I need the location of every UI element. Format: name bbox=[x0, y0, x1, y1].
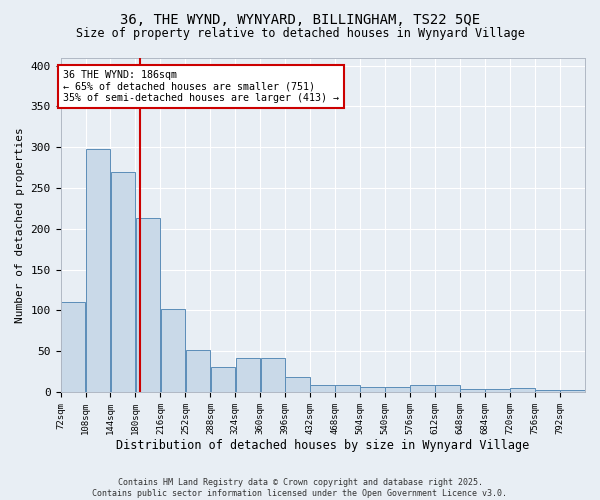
Bar bbox=[535, 390, 560, 392]
Bar bbox=[510, 388, 535, 392]
Bar bbox=[110, 172, 135, 392]
Bar bbox=[361, 387, 385, 392]
Text: Size of property relative to detached houses in Wynyard Village: Size of property relative to detached ho… bbox=[76, 28, 524, 40]
Bar bbox=[335, 386, 360, 392]
Bar bbox=[136, 218, 160, 392]
Bar bbox=[286, 378, 310, 392]
Bar bbox=[310, 386, 335, 392]
Text: 36 THE WYND: 186sqm
← 65% of detached houses are smaller (751)
35% of semi-detac: 36 THE WYND: 186sqm ← 65% of detached ho… bbox=[62, 70, 338, 103]
Bar bbox=[61, 302, 85, 392]
Text: 36, THE WYND, WYNYARD, BILLINGHAM, TS22 5QE: 36, THE WYND, WYNYARD, BILLINGHAM, TS22 … bbox=[120, 12, 480, 26]
Bar bbox=[436, 386, 460, 392]
Bar bbox=[385, 387, 410, 392]
Bar bbox=[560, 390, 585, 392]
X-axis label: Distribution of detached houses by size in Wynyard Village: Distribution of detached houses by size … bbox=[116, 440, 529, 452]
Bar bbox=[86, 149, 110, 392]
Bar bbox=[410, 386, 435, 392]
Bar bbox=[185, 350, 210, 392]
Bar bbox=[236, 358, 260, 392]
Y-axis label: Number of detached properties: Number of detached properties bbox=[15, 127, 25, 322]
Bar bbox=[161, 309, 185, 392]
Text: Contains HM Land Registry data © Crown copyright and database right 2025.
Contai: Contains HM Land Registry data © Crown c… bbox=[92, 478, 508, 498]
Bar bbox=[460, 388, 485, 392]
Bar bbox=[485, 388, 510, 392]
Bar bbox=[211, 366, 235, 392]
Bar bbox=[260, 358, 285, 392]
